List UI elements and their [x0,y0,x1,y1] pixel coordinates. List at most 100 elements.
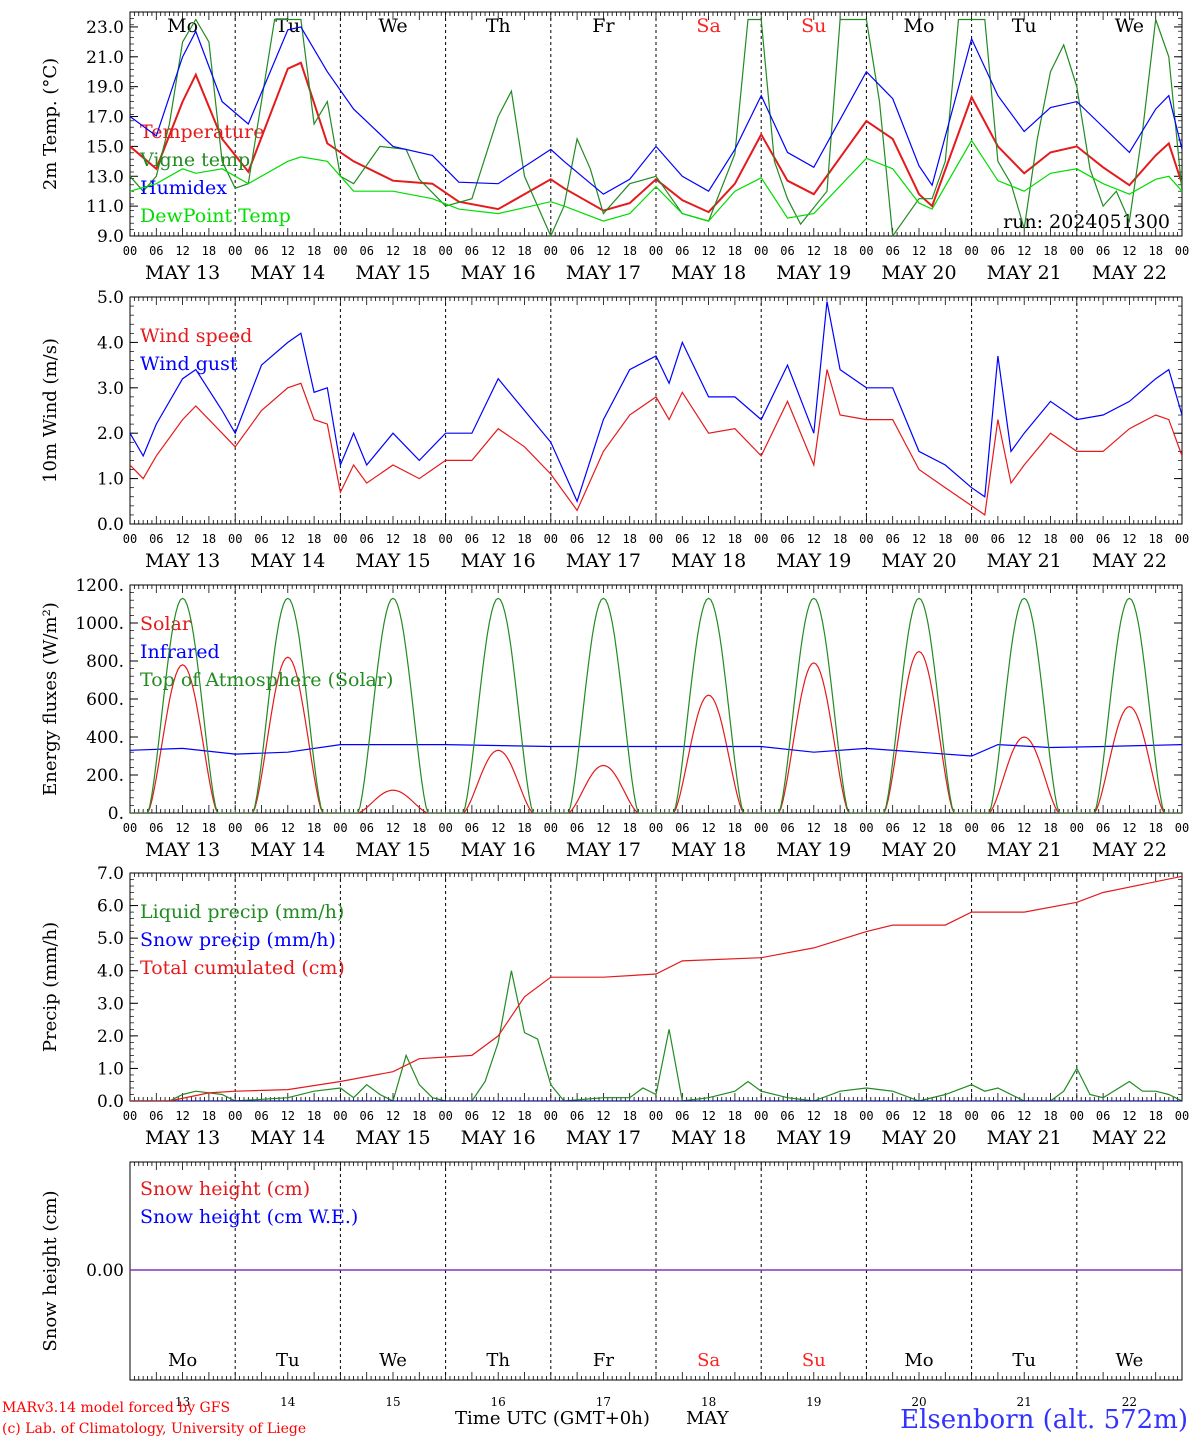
date-tick-label: MAY 20 [881,550,956,572]
hour-tick-label: 12 [175,532,189,546]
hour-tick-label: 06 [991,821,1005,835]
time-axis-label: Time UTC (GMT+0h) [455,1408,650,1429]
legend-entry: Total cumulated (cm) [140,957,345,979]
hour-tick-label: 12 [1017,821,1031,835]
hour-tick-label: 12 [807,244,821,258]
date-tick-label: MAY 15 [355,262,430,284]
hour-tick-label: 12 [1017,1109,1031,1123]
hour-tick-label: 00 [438,821,452,835]
date-tick-label: MAY 21 [987,1127,1062,1149]
date-tick-label: MAY 19 [776,839,851,861]
hour-tick-label: 18 [202,821,216,835]
hour-tick-label: 18 [833,1109,847,1123]
hour-tick-label: 12 [701,821,715,835]
hour-tick-label: 18 [833,821,847,835]
hour-tick-label: 06 [1096,244,1110,258]
date-tick-label: MAY 21 [987,262,1062,284]
date-tick-label: MAY 22 [1092,839,1167,861]
hour-tick-label: 00 [438,244,452,258]
hour-tick-label: 00 [333,1109,347,1123]
hour-tick-label: 18 [412,244,426,258]
legend-entry: Snow height (cm W.E.) [140,1206,358,1228]
weekday-label: Fr [592,15,615,37]
panel-precip: 00 06 12 18 00 06 12 18 00 06 12 18 00 06 12 18 00 06 12 18… [40,864,1189,1149]
hour-tick-label: 06 [465,244,479,258]
date-tick-label: MAY 13 [145,262,220,284]
hour-tick-label: 06 [885,1109,899,1123]
panel-snow: Mo 13 Tu 14 We 15 Th 16 Fr 17 Sa 18 Su 19 Mo 20 Tu 21 We 22… [40,1161,1183,1409]
hour-tick-label: 12 [912,821,926,835]
weekday-label: Tu [1012,1350,1036,1371]
y-tick-label: 3.0 [97,379,124,399]
hour-tick-label: 06 [254,532,268,546]
hour-tick-label: 18 [728,532,742,546]
legend-entry: Top of Atmosphere (Solar) [140,669,393,691]
hour-tick-label: 18 [307,532,321,546]
day-number-label: 22 [1122,1395,1137,1409]
hour-tick-label: 18 [728,1109,742,1123]
hour-tick-label: 18 [307,1109,321,1123]
hour-tick-label: 12 [281,532,295,546]
hour-tick-label: 00 [544,821,558,835]
hour-tick-label: 12 [1017,532,1031,546]
hour-tick-label: 00 [649,532,663,546]
hour-tick-label: 18 [728,244,742,258]
hour-tick-label: 12 [175,1109,189,1123]
date-tick-label: MAY 21 [987,839,1062,861]
series-line-wind-gust [130,301,1182,503]
y-axis-label: 2m Temp. (°C) [40,58,61,190]
hour-tick-label: 18 [307,244,321,258]
y-tick-label: 4.0 [97,333,124,353]
hour-tick-label: 18 [622,821,636,835]
panel-wind: 00 06 12 18 00 06 12 18 00 06 12 18 00 06 12 18 00 06 12 18… [40,288,1189,572]
hour-tick-label: 00 [123,244,137,258]
weekday-label: Th [486,1350,510,1371]
legend-entry: Humidex [140,177,227,199]
hour-tick-label: 06 [465,532,479,546]
date-tick-label: MAY 16 [461,550,536,572]
hour-tick-label: 00 [228,532,242,546]
hour-tick-label: 00 [1070,821,1084,835]
hour-tick-label: 12 [1017,244,1031,258]
hour-tick-label: 12 [386,244,400,258]
hour-tick-label: 06 [254,244,268,258]
series-line-wind-speed [130,369,1182,516]
day-number-label: 14 [280,1395,296,1409]
hour-tick-label: 12 [701,244,715,258]
hour-tick-label: 18 [412,532,426,546]
hour-tick-label: 12 [386,1109,400,1123]
hour-tick-label: 06 [465,821,479,835]
date-tick-label: MAY 15 [355,550,430,572]
hour-tick-label: 00 [754,1109,768,1123]
date-tick-label: MAY 14 [250,839,325,861]
series-line-humidex [130,26,1182,195]
hour-tick-label: 00 [333,244,347,258]
hour-tick-label: 00 [649,244,663,258]
hour-tick-label: 06 [675,821,689,835]
weekday-label: Su [801,15,826,37]
hour-tick-label: 12 [596,532,610,546]
hour-tick-label: 06 [149,821,163,835]
y-tick-label: 5.0 [97,288,124,308]
weekday-label: Mo [904,15,935,37]
hour-tick-label: 00 [754,821,768,835]
weekday-label: Fr [593,1350,614,1371]
hour-tick-label: 00 [438,1109,452,1123]
y-tick-label: 17.0 [86,108,124,128]
hour-tick-label: 00 [649,1109,663,1123]
legend-entry: Vigne temp [139,149,250,171]
hour-tick-label: 18 [938,1109,952,1123]
day-number-label: 17 [596,1395,611,1409]
hour-tick-label: 00 [859,244,873,258]
hour-tick-label: 18 [307,821,321,835]
y-tick-label: 23.0 [86,18,124,38]
y-axis-label: Precip (mm/h) [40,922,61,1052]
y-tick-label: 6.0 [97,897,124,917]
hour-tick-label: 18 [622,244,636,258]
hour-tick-label: 12 [807,821,821,835]
hour-tick-label: 06 [991,244,1005,258]
hour-tick-label: 06 [570,821,584,835]
date-tick-label: MAY 20 [881,1127,956,1149]
hour-tick-label: 00 [859,821,873,835]
